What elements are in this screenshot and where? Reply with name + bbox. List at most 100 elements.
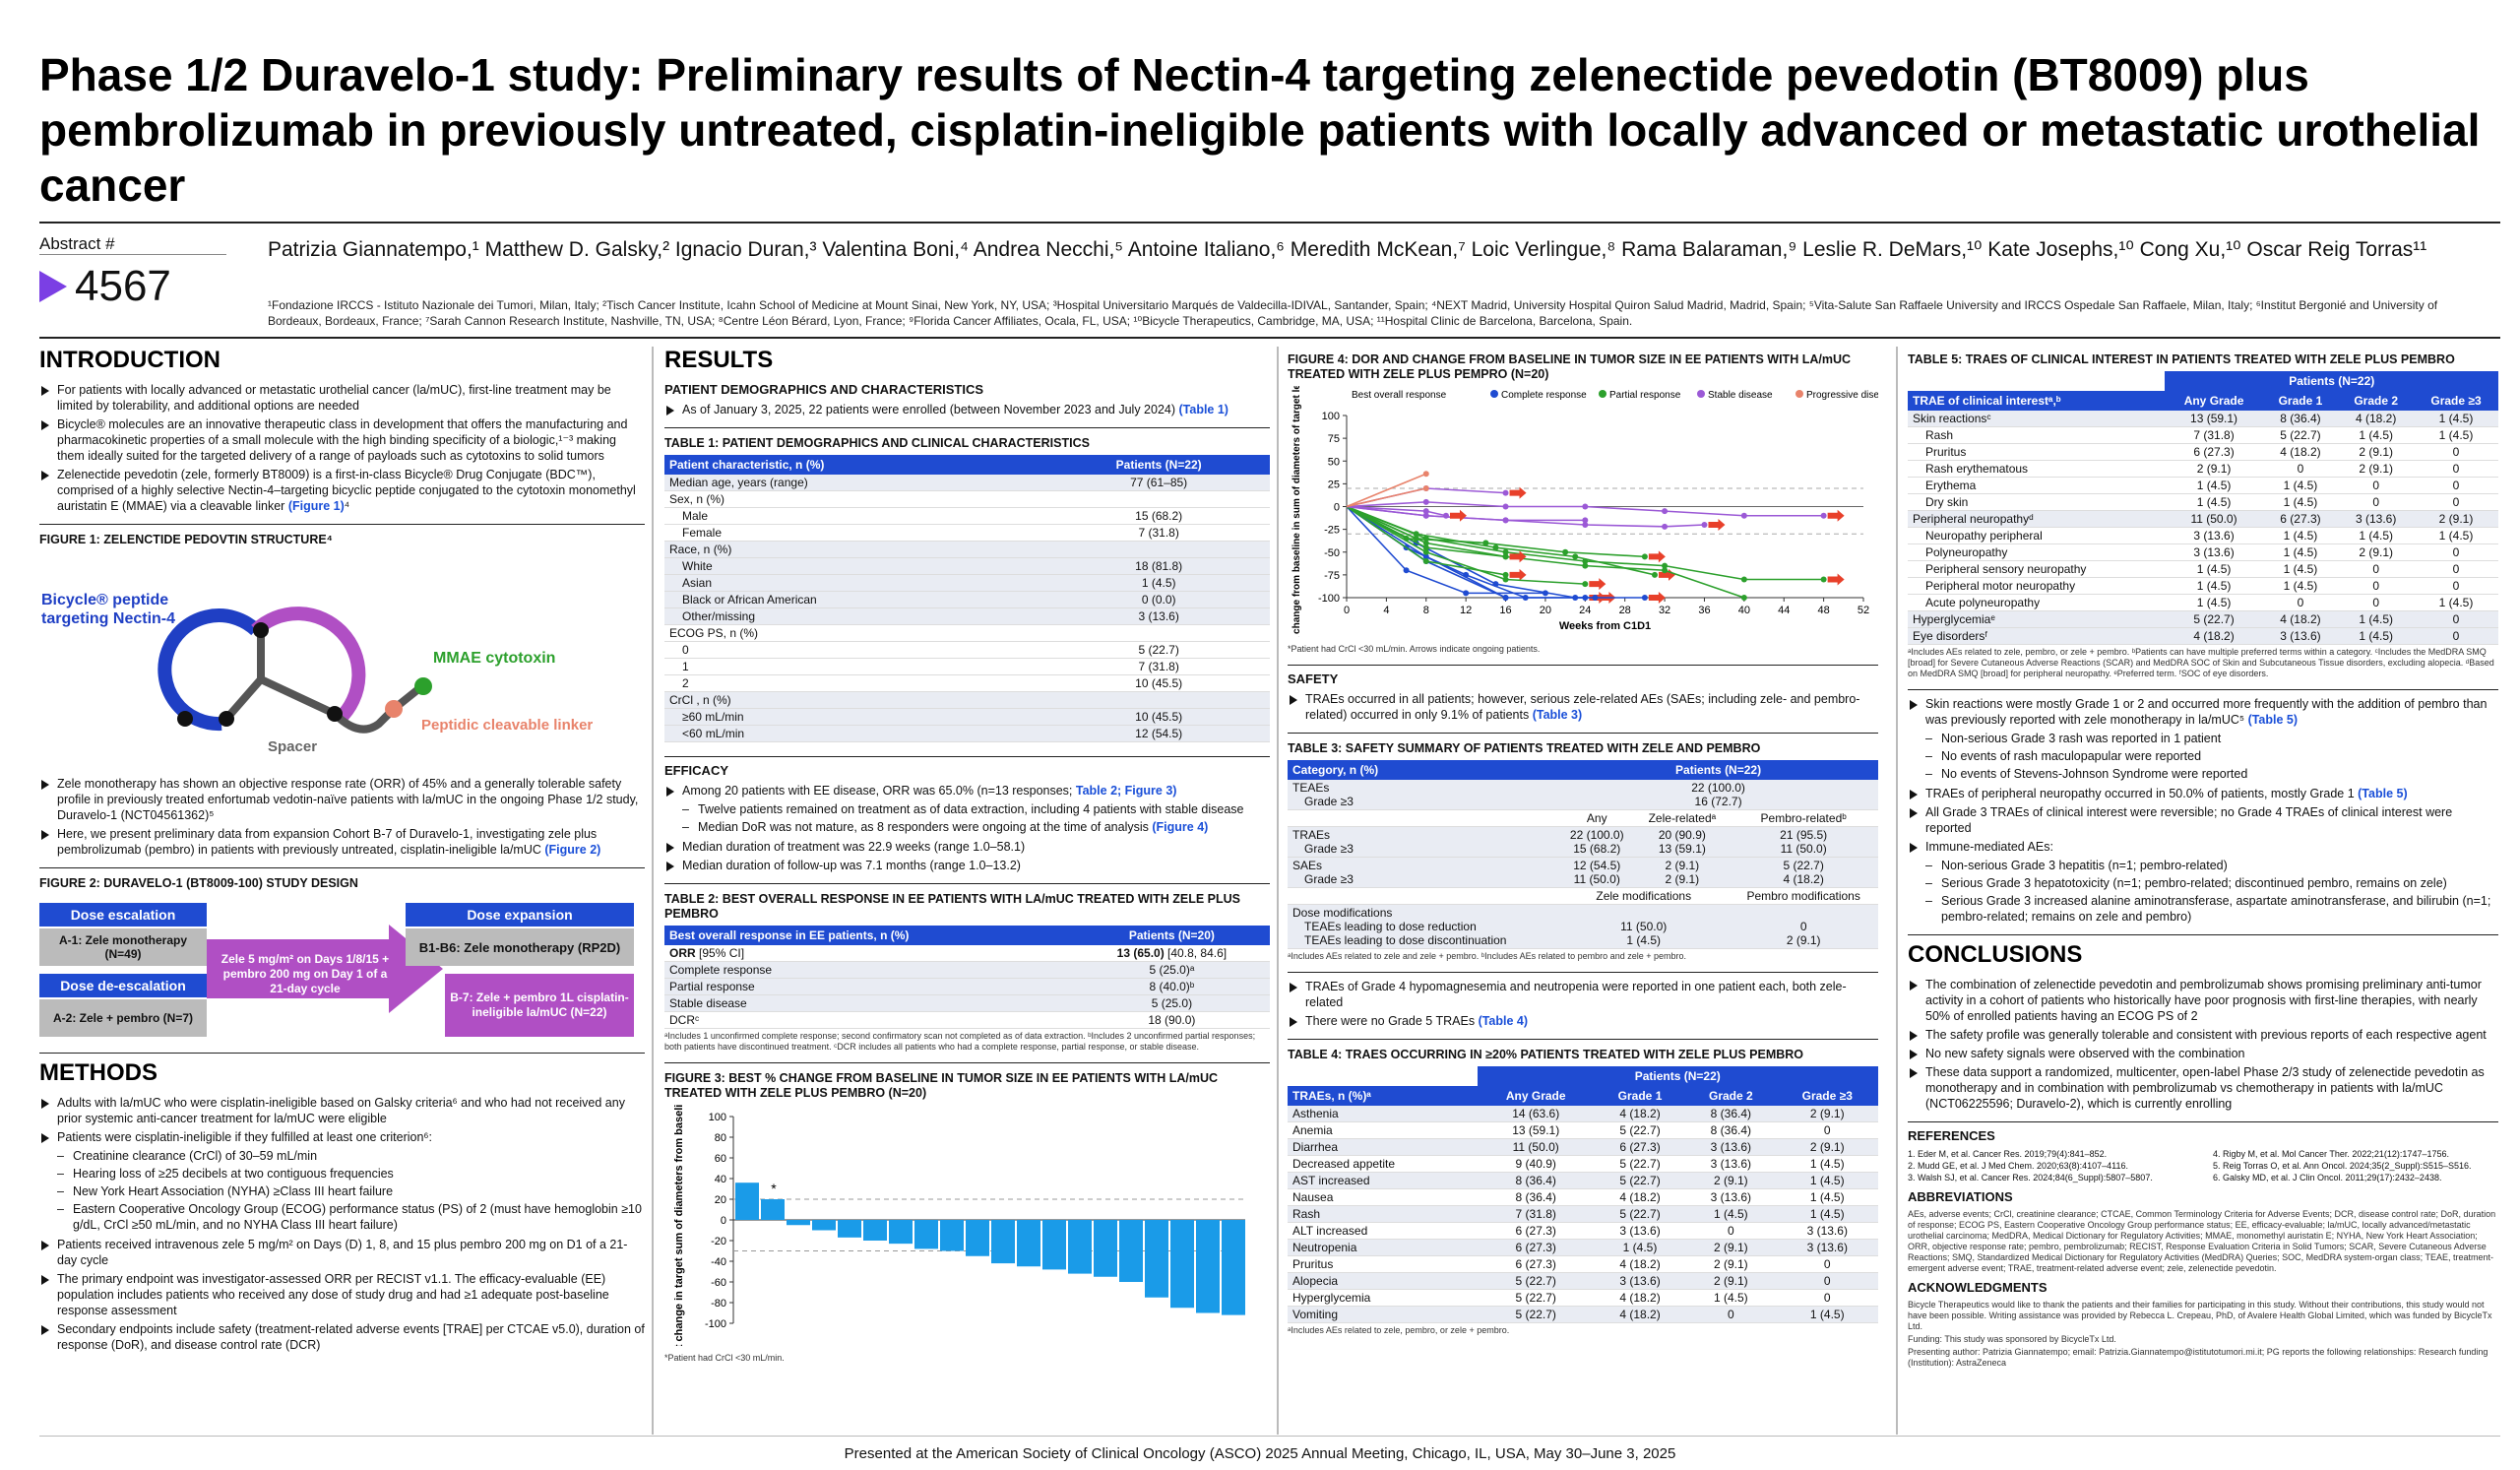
patient-line [1346, 505, 1545, 595]
efficacy-bullet: Median duration of treatment was 22.9 we… [664, 839, 1270, 855]
patient-point [1662, 523, 1669, 530]
safety-bullet: TRAEs of Grade 4 hypomagnesemia and neut… [1288, 979, 1878, 1010]
patient-point [1820, 512, 1827, 519]
reference-item: 6. Galsky MD, et al. J Clin Oncol. 2011;… [2213, 1173, 2442, 1182]
y-tick-label: -40 [711, 1256, 726, 1268]
criterion: Creatinine clearance (CrCl) of 30–59 mL/… [39, 1148, 645, 1164]
dose-escalation-header: Dose escalation [39, 903, 207, 927]
table-4-span-header: Patients (N=22) [1477, 1066, 1878, 1086]
methods-criteria: Creatinine clearance (CrCl) of 30–59 mL/… [39, 1148, 645, 1233]
table-row: Median age, years (range) 77 (61–85) [664, 475, 1270, 491]
patient-point [1662, 567, 1669, 574]
patient-point [1492, 544, 1499, 551]
affiliations: ¹Fondazione IRCCS - Istituto Nazionale d… [268, 298, 2438, 328]
waterfall-bar [863, 1220, 887, 1241]
right-subbullet: No events of rash maculopapular were rep… [1908, 748, 2498, 764]
figure-4-link[interactable]: (Figure 4) [1152, 820, 1209, 834]
column-intro-methods: INTRODUCTION For patients with locally a… [39, 347, 645, 1356]
footer-divider [39, 1436, 2500, 1437]
reference-item: 3. Walsh SJ, et al. Cancer Res. 2024;84(… [1908, 1173, 2153, 1182]
waterfall-bar [1119, 1220, 1143, 1282]
patient-point [1572, 553, 1579, 560]
table-4-link[interactable]: (Table 4) [1478, 1014, 1529, 1028]
intro-bullet: Bicycle® molecules are an innovative the… [39, 416, 645, 464]
table-subheader: Any Zele-relatedᵃ Pembro-relatedᵇ [1288, 809, 1878, 827]
waterfall-bar [914, 1220, 938, 1249]
table-3-link[interactable]: (Table 3) [1532, 708, 1583, 722]
presenting-author-text: Presenting author: Patrizia Giannatempo;… [1908, 1347, 2488, 1368]
patient-point [1582, 581, 1589, 588]
x-tick-label: 16 [1499, 605, 1511, 616]
table-row: Stable disease 5 (25.0) [664, 994, 1270, 1012]
waterfall-bar [787, 1220, 810, 1226]
patient-point [1502, 571, 1509, 578]
table-row: Dose modifications TEAEs leading to dose … [1288, 904, 1878, 949]
figure-1-link[interactable]: (Figure 1) [287, 499, 345, 513]
patient-point [1572, 595, 1579, 601]
patient-point [1662, 562, 1669, 569]
patient-line [1346, 505, 1586, 585]
patient-point [1422, 558, 1429, 564]
ongoing-arrow-icon [1509, 550, 1527, 563]
right-subbullet: Non-serious Grade 3 hepatitis (n=1; pemb… [1908, 858, 2498, 873]
patient-point [1641, 553, 1648, 560]
table-row: Erythema 1 (4.5) 1 (4.5) 0 0 [1908, 477, 2498, 494]
figure-1-title: FIGURE 1: ZELENCTIDE PEDOVTIN STRUCTURE⁴ [39, 533, 333, 546]
waterfall-bar [991, 1220, 1015, 1264]
table-row: Pruritus 6 (27.3) 4 (18.2) 2 (9.1) 0 [1908, 443, 2498, 461]
legend-marker [1599, 390, 1606, 398]
intro-bullet: Zele monotherapy has shown an objective … [39, 776, 645, 823]
y-tick-label: 100 [709, 1112, 726, 1123]
legend-marker [1490, 390, 1498, 398]
table-3-footnote: ᵃIncludes AEs related to zele and zele +… [1288, 951, 1686, 961]
efficacy-bullet: Median duration of follow-up was 7.1 mon… [664, 858, 1270, 873]
table-3: Category, n (%) Patients (N=22) TEAEs Grad… [1288, 760, 1878, 949]
table-5-header: Grade 1 [2262, 391, 2339, 411]
annotation-asterisk: * [771, 1181, 777, 1196]
figure-1-structure: Bicycle® peptide targeting Nectin-4 MMAE… [39, 551, 645, 758]
ongoing-arrow-icon [1449, 509, 1467, 522]
y-tick-label: 20 [715, 1194, 726, 1206]
figure-2-link[interactable]: (Figure 2) [544, 843, 601, 857]
table-4-header: Grade ≥3 [1776, 1086, 1878, 1106]
waterfall-bar [1068, 1220, 1092, 1274]
table-row: DCRᶜ 18 (90.0) [664, 1011, 1270, 1029]
waterfall-bar [761, 1199, 785, 1220]
waterfall-bar [735, 1182, 759, 1220]
waterfall-bar [1222, 1220, 1245, 1315]
table-row: Diarrhea 11 (50.0) 6 (27.3) 3 (13.6) 2 (9.1) [1288, 1138, 1878, 1156]
table-4-header: Any Grade [1477, 1086, 1595, 1106]
y-axis-label: Best change in target sum of diameters f… [673, 1105, 685, 1346]
x-axis-label: Weeks from C1D1 [1559, 620, 1651, 632]
right-subbullets: Non-serious Grade 3 rash was reported in… [1908, 731, 2498, 782]
table-row: Black or African American 0 (0.0) [664, 591, 1270, 608]
table-1-header-patients: Patients (N=22) [1047, 455, 1270, 475]
table-2-link[interactable]: Table 2; Figure 3) [1075, 784, 1177, 798]
table-row: Anemia 13 (59.1) 5 (22.7) 8 (36.4) 0 [1288, 1121, 1878, 1139]
table-2-title: TABLE 2: BEST OVERALL RESPONSE IN EE PAT… [664, 892, 1240, 921]
abstract-divider [39, 254, 226, 255]
cohort-a1: A-1: Zele monotherapy (N=49) [39, 928, 207, 966]
conclusion-bullet: The safety profile was generally tolerab… [1908, 1027, 2498, 1043]
peptide-label: Bicycle® peptide targeting Nectin-4 [41, 592, 176, 627]
waterfall-bar [966, 1220, 989, 1256]
figure-3-title: FIGURE 3: BEST % CHANGE FROM BASELINE IN… [664, 1071, 1219, 1100]
table-row: SAEs Grade ≥3 12 (54.5) 11 (50.0) 2 (9.1) 2 (… [1288, 857, 1878, 888]
table-row: Race, n (%) [664, 541, 1270, 558]
table-5-link[interactable]: (Table 5) [2358, 787, 2408, 800]
table-row: Peripheral sensory neuropathy 1 (4.5) 1 (4… [1908, 560, 2498, 578]
table-row: Sex, n (%) [664, 490, 1270, 508]
intro-bullet: For patients with locally advanced or me… [39, 382, 645, 414]
table-5-link[interactable]: (Table 5) [2247, 713, 2299, 727]
table-row: Pruritus 6 (27.3) 4 (18.2) 2 (9.1) 0 [1288, 1255, 1878, 1273]
table-row: Male 15 (68.2) [664, 507, 1270, 525]
table-2-header-response: Best overall response in EE patients, n … [664, 926, 1074, 945]
patient-point [1502, 595, 1509, 601]
y-tick-label: -50 [1324, 547, 1340, 559]
table-1-link[interactable]: (Table 1) [1178, 403, 1228, 416]
figure-4-title: FIGURE 4: DOR AND CHANGE FROM BASELINE I… [1288, 352, 1851, 381]
legend-entry: Stable disease [1708, 390, 1773, 401]
regimen-label: Zele 5 mg/m² on Days 1/8/15 + pembro 200… [220, 951, 390, 995]
table-row: Asian 1 (4.5) [664, 574, 1270, 592]
